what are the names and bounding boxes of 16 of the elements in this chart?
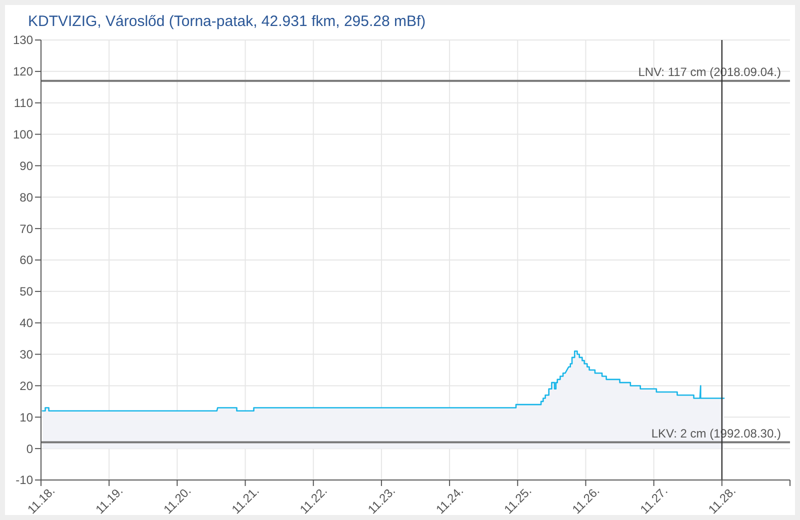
y-tick-label: 70: [20, 222, 34, 236]
y-tick-label: 20: [20, 378, 34, 393]
y-tick-label: 80: [20, 190, 34, 204]
y-tick-label: 0: [26, 442, 34, 456]
y-tick-label: 110: [14, 96, 34, 110]
y-tick-label: 30: [20, 347, 34, 362]
y-tick-label: 120: [12, 64, 34, 79]
y-tick-label: 90: [20, 158, 34, 173]
y-tick-label: 130: [12, 33, 34, 48]
y-tick-label: 40: [20, 316, 34, 330]
y-tick-label: 100: [12, 127, 34, 142]
chart-title: KDTVIZIG, Városlőd (Torna-patak, 42.931 fkm, 295.28 mBf): [28, 13, 426, 30]
y-tick-label: 60: [20, 253, 34, 268]
y-tick-label: -10: [16, 473, 34, 488]
y-tick-label: 10: [20, 410, 34, 424]
y-tick-label: 50: [20, 284, 34, 299]
